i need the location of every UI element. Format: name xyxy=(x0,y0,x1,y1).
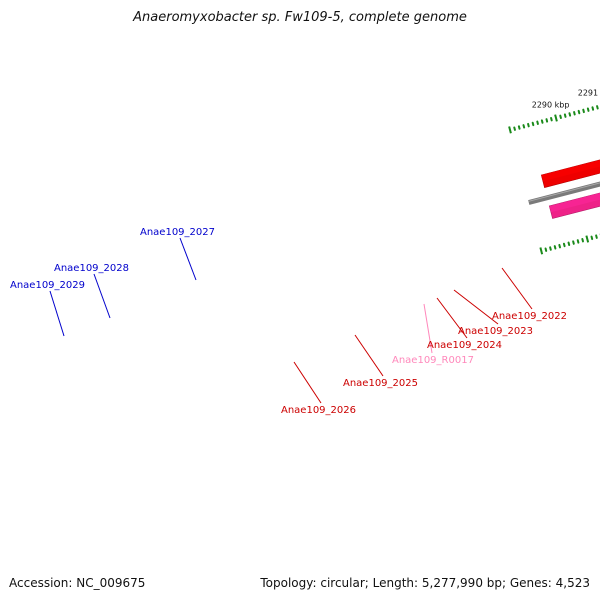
feature-label-anae109_2025[interactable]: Anae109_2025 xyxy=(343,334,418,389)
minor-tick xyxy=(577,109,581,115)
minor-tick xyxy=(568,112,572,117)
minor-tick xyxy=(517,125,521,130)
tick-label: 2291 kbp xyxy=(578,88,600,97)
minor-tick xyxy=(531,121,535,127)
major-tick xyxy=(585,235,590,243)
feature-label-text: Anae109_2027 xyxy=(140,227,215,238)
feature-label-anae109_r0017[interactable]: Anae109_R0017 xyxy=(392,303,474,366)
feature-label-anae109_2024[interactable]: Anae109_2024 xyxy=(427,297,502,351)
minor-tick xyxy=(567,241,571,246)
feature-label-text: Anae109_2029 xyxy=(10,280,85,291)
minor-tick xyxy=(527,122,530,128)
minor-tick xyxy=(581,238,584,243)
minor-tick xyxy=(522,124,526,129)
feature-label-text: Anae109_2025 xyxy=(343,378,418,389)
feature-label-anae109_2028[interactable]: Anae109_2028 xyxy=(54,263,129,319)
inner-tick-row xyxy=(539,233,600,255)
map-title: Anaeromyxobacter sp. Fw109-5, complete g… xyxy=(133,10,467,25)
major-tick xyxy=(508,126,512,134)
feature-label-text: Anae109_2023 xyxy=(458,326,533,337)
feature-label-text: Anae109_2024 xyxy=(427,340,502,351)
minor-tick xyxy=(576,239,580,244)
feature-label-text: Anae109_2022 xyxy=(492,311,567,322)
tick-label: 2290 kbp xyxy=(532,100,570,109)
feature-anae109_2021_cds[interactable] xyxy=(548,188,600,219)
outer-tick-row xyxy=(508,105,599,134)
feature-track xyxy=(540,158,600,219)
minor-tick xyxy=(596,105,599,110)
minor-tick xyxy=(536,120,539,125)
minor-tick xyxy=(590,235,594,241)
feature-label-text: Anae109_2028 xyxy=(54,263,129,274)
minor-tick xyxy=(572,240,575,245)
minor-tick xyxy=(540,119,544,124)
feature-label-anae109_2029[interactable]: Anae109_2029 xyxy=(10,280,85,337)
feature-label-text: Anae109_2026 xyxy=(281,405,356,416)
feature-label-anae109_2027[interactable]: Anae109_2027 xyxy=(140,227,215,281)
major-tick xyxy=(539,247,544,255)
minor-tick xyxy=(553,245,557,250)
minor-tick xyxy=(558,243,561,249)
minor-tick xyxy=(573,111,576,116)
minor-tick xyxy=(595,234,598,239)
feature-label-anae109_2023[interactable]: Anae109_2023 xyxy=(453,289,533,337)
minor-tick xyxy=(545,118,549,123)
feature-label-text: Anae109_R0017 xyxy=(392,355,474,366)
scale-ticks xyxy=(508,105,600,255)
minor-tick xyxy=(563,113,567,118)
genome-summary-text: Topology: circular; Length: 5,277,990 bp… xyxy=(260,576,590,590)
minor-tick xyxy=(513,126,516,131)
minor-tick xyxy=(550,116,553,122)
minor-tick xyxy=(586,107,590,112)
feature-anae109_2021[interactable] xyxy=(540,158,600,188)
minor-tick xyxy=(582,108,585,114)
minor-tick xyxy=(549,246,552,251)
minor-tick xyxy=(562,242,566,248)
accession-text: Accession: NC_009675 xyxy=(9,576,146,590)
minor-tick xyxy=(591,106,595,111)
feature-label-anae109_2022[interactable]: Anae109_2022 xyxy=(492,267,567,322)
minor-tick xyxy=(544,247,548,252)
minor-tick xyxy=(559,114,562,120)
major-tick xyxy=(554,114,558,122)
feature-label-anae109_2026[interactable]: Anae109_2026 xyxy=(281,361,356,416)
